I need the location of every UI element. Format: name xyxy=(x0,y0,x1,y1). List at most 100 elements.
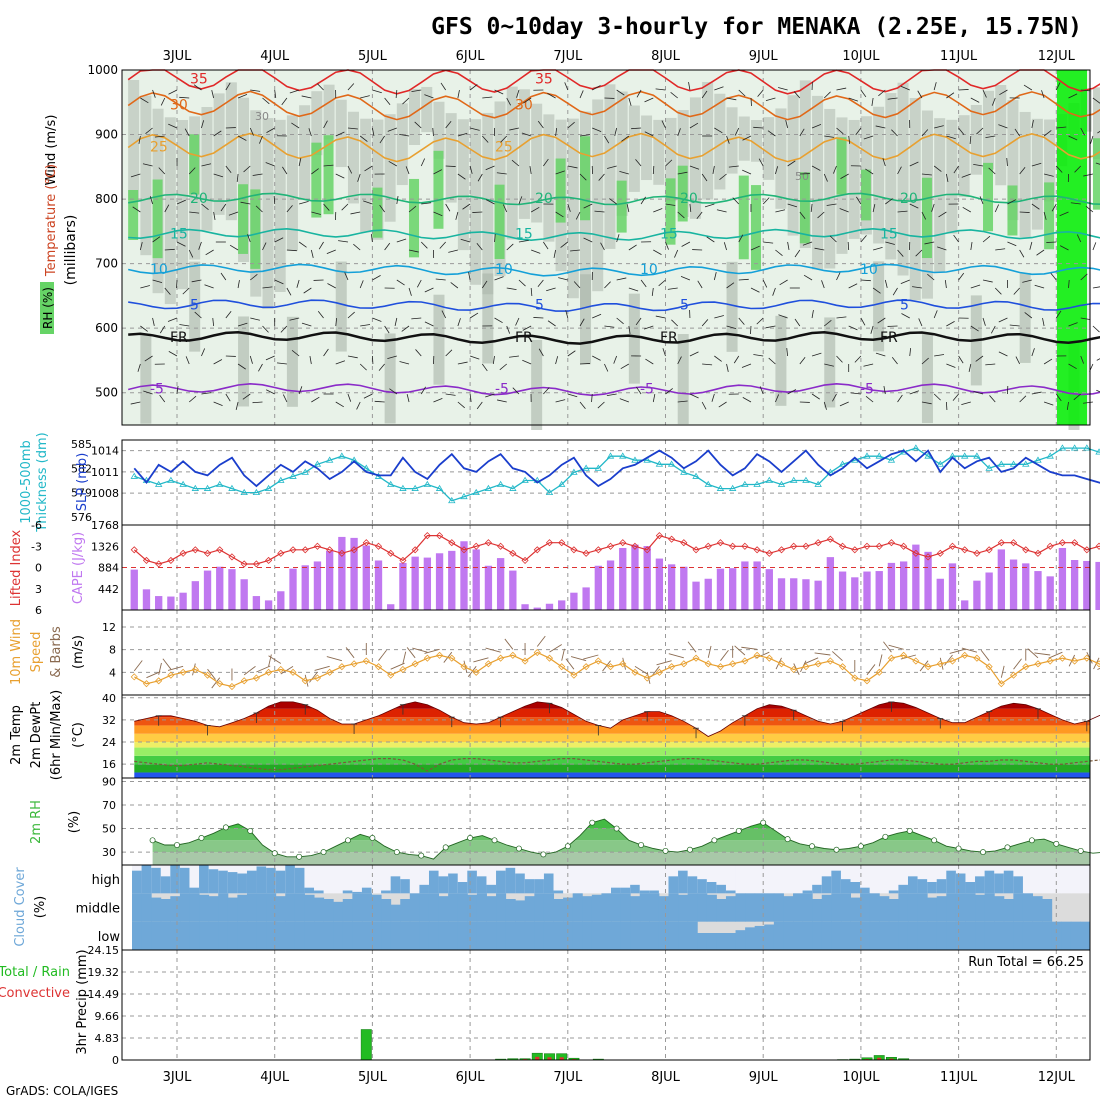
wind-barb xyxy=(1043,211,1047,220)
wind-speed-point xyxy=(1034,660,1042,668)
wind-barb xyxy=(211,90,215,99)
rh-point xyxy=(149,837,156,844)
isotherm-line xyxy=(128,227,1100,242)
cape-tick-label: 442 xyxy=(98,583,119,596)
rh-cell-moist xyxy=(555,158,566,223)
day-label-bottom: 10JUL xyxy=(842,1070,880,1085)
wind-barb xyxy=(604,363,609,372)
wind-barb xyxy=(636,386,642,395)
wind-speed-point xyxy=(692,654,700,662)
slp-tick-label: 1011 xyxy=(91,466,119,479)
rh-cell xyxy=(482,112,494,295)
rh-point xyxy=(711,837,718,844)
cloud-cell-bg xyxy=(381,865,392,894)
wind-barb-10m xyxy=(583,654,599,660)
temp-line xyxy=(134,701,1100,737)
wind-barb xyxy=(712,165,715,174)
wind-barb xyxy=(644,131,654,137)
cape-bar xyxy=(142,589,151,610)
cape-bar xyxy=(130,569,138,610)
wind-barb xyxy=(323,120,328,129)
wind-barb xyxy=(237,280,240,289)
cloud-cell xyxy=(266,893,277,922)
wind-barb xyxy=(237,93,248,99)
cape-bar xyxy=(961,600,969,610)
rh-cell-dry xyxy=(921,333,933,424)
cape-bar xyxy=(863,571,871,610)
li-point xyxy=(948,542,957,550)
li-point xyxy=(631,542,639,550)
wind-barb xyxy=(317,83,324,91)
wind-barb xyxy=(635,159,642,167)
wind-barb xyxy=(547,320,556,327)
wind-barb xyxy=(421,202,432,205)
wind-barb xyxy=(645,358,654,365)
wind-barb xyxy=(973,163,984,167)
rh-cell xyxy=(775,108,787,209)
thickness-point xyxy=(167,476,175,483)
cloud-cell xyxy=(400,899,411,922)
wind-barb xyxy=(303,287,312,294)
wind-speed-point xyxy=(631,668,639,676)
cloud-cell xyxy=(860,921,871,950)
cloud-cell xyxy=(170,865,181,894)
wind-barb xyxy=(1083,173,1094,177)
wind-axis-label-3: & Barbs xyxy=(49,626,64,678)
wind-barb xyxy=(644,97,654,103)
li-point xyxy=(582,549,590,557)
cloud-cell xyxy=(208,896,219,922)
wind-barb xyxy=(555,356,559,365)
wind-tick-label: 8 xyxy=(109,644,116,657)
cloud-cell-bg xyxy=(591,865,602,894)
wind-barb xyxy=(839,401,849,407)
wind-speed-point xyxy=(1095,660,1100,668)
wind-barb xyxy=(567,203,571,212)
cape-bar xyxy=(1022,563,1030,610)
wind-speed-point xyxy=(619,660,627,668)
cloud-cell xyxy=(342,921,353,950)
cloud-cell-bg xyxy=(898,865,909,894)
cloud-cell xyxy=(400,879,411,894)
wind-barb xyxy=(555,399,566,403)
cape-bar xyxy=(423,557,432,610)
wind-barb xyxy=(976,127,984,135)
wind-barb xyxy=(274,89,277,99)
cloud-cell xyxy=(773,921,784,950)
cloud-cell xyxy=(342,899,353,922)
cloud-cell xyxy=(390,876,401,894)
rh-cell-moist xyxy=(128,190,139,240)
wind-barb xyxy=(243,165,251,173)
wind-barb xyxy=(689,165,700,170)
wind-barb xyxy=(185,356,190,365)
wind-barb xyxy=(655,88,666,91)
wind-barb xyxy=(250,317,260,321)
wind-barb xyxy=(728,165,739,168)
cloud-cell xyxy=(907,876,919,894)
wind-barb xyxy=(696,211,703,220)
wind-barb xyxy=(193,84,202,91)
cloud-cell xyxy=(486,884,497,894)
wind-barb xyxy=(750,287,760,293)
rh-cell-dry xyxy=(580,274,592,365)
wind-barb xyxy=(718,401,727,408)
wind-barb xyxy=(286,287,292,296)
rh-point xyxy=(540,851,547,858)
rh-tick-label: 50 xyxy=(102,823,116,836)
wind-barb xyxy=(159,325,166,334)
wind-barb xyxy=(619,171,629,175)
wind-barb xyxy=(204,284,214,289)
rh-band xyxy=(152,852,1090,865)
wind-barb xyxy=(159,394,166,403)
rh-cell xyxy=(433,101,445,159)
cloud-cell xyxy=(1032,921,1043,950)
wind-barb xyxy=(958,355,964,364)
wind-barb xyxy=(945,401,948,411)
rh-cell-moist xyxy=(1007,185,1018,236)
cape-bar xyxy=(1070,560,1079,610)
wind-barb xyxy=(832,393,837,402)
wind-speed-point xyxy=(655,668,663,676)
cloud-cell xyxy=(591,894,602,922)
cloud-cell xyxy=(946,893,957,922)
wind-barb-10m xyxy=(707,645,712,658)
